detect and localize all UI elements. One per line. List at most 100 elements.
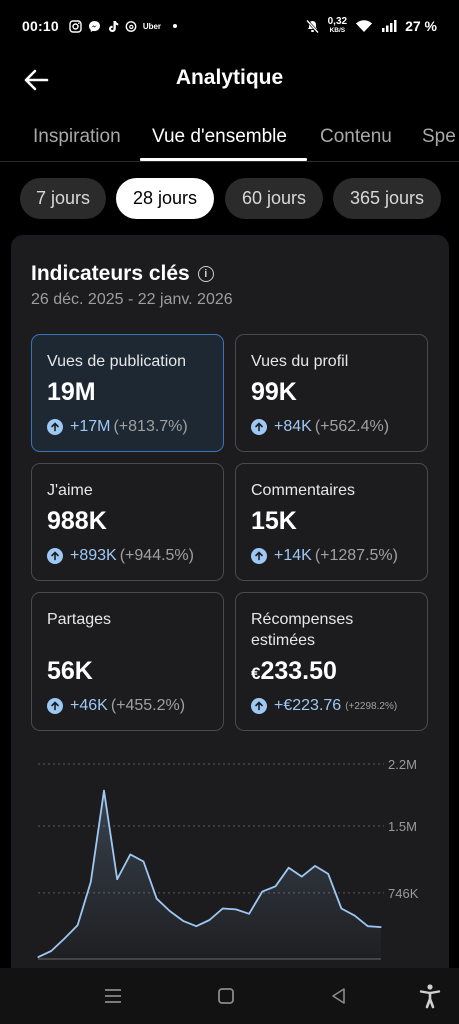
data-point <box>235 908 237 911</box>
data-point <box>261 890 264 893</box>
key-metrics-card: Indicateurs clés i 26 déc. 2025 - 22 jan… <box>11 235 449 995</box>
metric-value: 99K <box>251 378 297 406</box>
metric-label: Récompenses estimées <box>251 609 353 651</box>
tab-content[interactable]: Contenu <box>320 126 392 147</box>
arrow-up-icon <box>47 419 63 435</box>
tab-spectators[interactable]: Spe <box>422 126 456 147</box>
metric-value: 15K <box>251 507 297 535</box>
data-point <box>129 853 132 856</box>
square-home-icon <box>218 988 234 1004</box>
metric-value: 19M <box>47 378 96 406</box>
data-point <box>327 873 330 875</box>
delta-pct: (+1287.5%) <box>314 547 398 564</box>
info-icon[interactable]: i <box>197 266 214 282</box>
notification-icons: Uber <box>69 19 178 33</box>
chip-7-days[interactable]: 7 jours <box>20 178 106 219</box>
y-tick-label: 746K <box>388 886 419 901</box>
period-filter: 7 jours 28 jours 60 jours 365 jours <box>0 178 459 220</box>
currency-symbol: € <box>251 664 261 683</box>
metric-likes[interactable]: J'aime 988K +893K (+944.5%) <box>31 463 224 581</box>
data-point <box>221 907 224 910</box>
data-point <box>353 914 356 917</box>
active-tab-indicator <box>140 158 307 161</box>
data-point <box>155 897 158 900</box>
metric-label-line1: Récompenses <box>251 611 354 628</box>
arrow-up-icon <box>47 698 63 714</box>
nav-back-button[interactable] <box>330 987 348 1010</box>
data-point <box>274 885 277 888</box>
menu-icon <box>105 989 121 1003</box>
views-chart: 2.2M 1.5M 746K <box>37 757 419 960</box>
more-notifications-dot <box>173 24 178 28</box>
metric-profile-views[interactable]: Vues du profil 99K +84K (+562.4%) <box>235 334 428 452</box>
data-point <box>248 912 250 915</box>
metric-label: Vues de publication <box>47 353 187 370</box>
delta-pct: (+562.4%) <box>314 418 390 435</box>
delta-abs: +17M <box>70 418 111 435</box>
data-point <box>287 866 290 869</box>
wifi-icon <box>355 19 373 33</box>
threads-icon <box>125 20 137 33</box>
metric-shares[interactable]: Partages 56K +46K (+455.2%) <box>31 592 224 731</box>
delta-pct: (+455.2%) <box>110 697 186 714</box>
metric-delta: +€223.76 (+2298.2%) <box>251 697 397 715</box>
metric-value: 56K <box>47 657 93 685</box>
data-point <box>50 950 52 952</box>
delta-pct: (+944.5%) <box>119 547 194 564</box>
arrow-up-icon <box>47 548 63 564</box>
system-status: 0,32 KB/S 27 % <box>305 17 437 35</box>
tab-inspiration[interactable]: Inspiration <box>33 126 121 147</box>
arrow-up-icon <box>251 419 267 435</box>
metric-label: Commentaires <box>251 482 356 499</box>
data-point <box>380 926 382 928</box>
delta-abs: +893K <box>70 547 117 564</box>
data-point <box>301 875 303 878</box>
chip-60-days[interactable]: 60 jours <box>225 178 323 219</box>
metric-label: Partages <box>47 611 112 628</box>
metric-comments[interactable]: Commentaires 15K +14K (+1287.5%) <box>235 463 428 581</box>
metric-value: €233.50 <box>251 657 337 686</box>
metric-estimated-rewards[interactable]: Récompenses estimées €233.50 +€223.76 (+… <box>235 592 428 731</box>
series-area <box>38 790 381 959</box>
metric-value-number: 233.50 <box>260 657 337 685</box>
instagram-icon <box>69 19 82 33</box>
arrow-left-icon <box>24 69 49 91</box>
accessibility-icon <box>419 984 441 1009</box>
home-button[interactable] <box>217 987 235 1010</box>
arrow-up-icon <box>251 548 267 564</box>
metric-post-views[interactable]: Vues de publication 19M +17M (+813.7%) <box>31 334 224 452</box>
messenger-icon <box>88 20 101 33</box>
delta-pct: (+2298.2%) <box>345 700 398 712</box>
delta-abs: +84K <box>274 418 312 435</box>
key-metrics-title: Indicateurs clés i <box>31 262 214 286</box>
back-button[interactable] <box>22 66 50 94</box>
delta-pct: (+813.7%) <box>113 418 188 435</box>
tab-overview[interactable]: Vue d'ensemble <box>152 126 287 147</box>
accessibility-button[interactable] <box>419 983 441 1014</box>
data-point <box>37 956 39 959</box>
data-point <box>208 919 211 921</box>
data-point <box>195 925 198 928</box>
metric-label: Vues du profil <box>251 353 349 370</box>
data-point <box>63 937 66 940</box>
status-time: 00:10 <box>22 18 59 34</box>
data-point <box>367 925 369 928</box>
metric-value: 988K <box>47 507 107 535</box>
data-point <box>182 920 184 922</box>
status-bar: 00:10 Uber 0,32 KB/S 27 % <box>0 0 459 52</box>
arrow-up-icon <box>251 698 267 714</box>
chip-365-days[interactable]: 365 jours <box>333 178 441 219</box>
uber-icon: Uber <box>142 21 162 31</box>
metric-delta: +893K (+944.5%) <box>47 547 194 565</box>
metric-label-line2: estimées <box>251 632 316 649</box>
data-point <box>142 860 145 863</box>
data-point <box>169 910 171 912</box>
tab-bar: Inspiration Vue d'ensemble Contenu Spe <box>0 114 459 162</box>
metric-delta: +84K (+562.4%) <box>251 418 389 436</box>
metric-delta: +46K (+455.2%) <box>47 697 185 715</box>
chip-28-days[interactable]: 28 jours <box>116 178 214 219</box>
battery-level: 27 % <box>405 18 437 34</box>
network-speed: 0,32 KB/S <box>327 16 348 35</box>
recent-apps-button[interactable] <box>103 987 123 1010</box>
triangle-back-icon <box>332 988 345 1004</box>
